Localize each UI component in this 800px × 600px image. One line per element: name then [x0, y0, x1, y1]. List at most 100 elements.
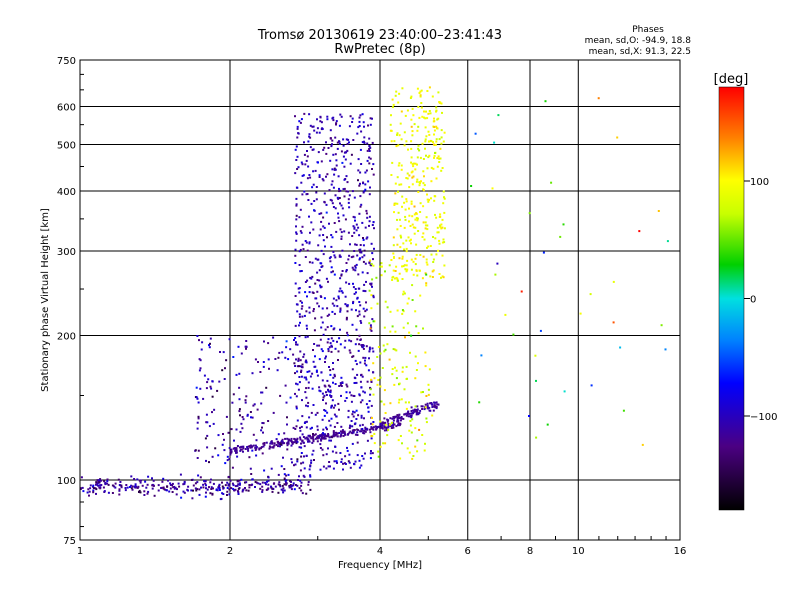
data-point — [359, 320, 362, 322]
data-point — [296, 383, 299, 386]
data-point — [351, 355, 354, 358]
data-point — [255, 481, 258, 484]
data-point — [417, 147, 420, 150]
data-point — [260, 402, 263, 405]
data-point — [351, 266, 354, 269]
data-point — [391, 325, 394, 328]
data-point — [392, 416, 395, 418]
data-point — [298, 376, 301, 378]
data-point — [361, 375, 364, 378]
data-point — [120, 486, 123, 489]
data-point — [342, 138, 345, 141]
data-point — [331, 202, 334, 205]
colorbar-label: [deg] — [714, 72, 749, 87]
data-point — [331, 450, 334, 453]
data-point — [373, 377, 376, 380]
data-point — [358, 334, 361, 337]
data-point — [175, 493, 178, 496]
data-point — [328, 436, 331, 439]
data-point — [411, 183, 414, 186]
data-point — [347, 201, 350, 204]
data-point — [433, 120, 436, 123]
data-point — [278, 351, 281, 354]
data-point — [316, 440, 319, 443]
data-point — [428, 133, 431, 136]
data-point — [401, 195, 404, 198]
data-point — [294, 262, 297, 264]
data-point — [410, 242, 412, 245]
data-point — [224, 462, 227, 465]
data-point — [414, 310, 417, 313]
data-point — [318, 279, 321, 282]
data-point — [423, 110, 425, 113]
data-point — [432, 143, 435, 146]
data-point — [434, 406, 437, 409]
data-point — [369, 123, 372, 126]
data-point — [239, 449, 242, 452]
data-point — [229, 479, 232, 482]
data-point — [237, 487, 240, 490]
data-point — [432, 261, 435, 263]
data-point — [265, 488, 268, 491]
data-point — [318, 234, 321, 237]
data-point — [345, 269, 348, 271]
data-point — [339, 308, 342, 311]
data-point — [414, 263, 417, 266]
data-point — [344, 295, 347, 298]
data-point — [397, 190, 399, 193]
data-point — [403, 201, 406, 204]
data-point — [207, 378, 210, 381]
data-point — [228, 458, 231, 460]
data-point — [425, 110, 427, 113]
data-point — [339, 277, 342, 280]
data-point — [335, 123, 337, 126]
data-point — [392, 244, 395, 247]
data-point — [339, 430, 342, 433]
data-point — [417, 362, 419, 365]
data-point — [235, 451, 237, 454]
data-point — [372, 426, 375, 429]
data-point — [337, 197, 340, 200]
data-point — [303, 141, 305, 144]
data-point — [212, 487, 214, 490]
data-point — [295, 442, 298, 445]
data-point — [424, 272, 427, 275]
data-point — [296, 127, 299, 130]
data-point — [405, 407, 408, 410]
data-point — [146, 483, 149, 486]
data-point — [330, 405, 333, 408]
data-point — [289, 480, 292, 483]
data-point — [323, 146, 326, 149]
data-point — [394, 192, 397, 195]
data-point — [131, 485, 134, 488]
data-point — [196, 421, 199, 424]
data-point — [337, 432, 339, 435]
data-point — [416, 163, 418, 166]
data-point — [348, 254, 351, 257]
data-point — [319, 447, 322, 449]
data-point — [424, 224, 427, 227]
data-point — [285, 340, 288, 343]
data-point — [414, 168, 417, 171]
data-point — [368, 150, 371, 152]
data-point — [359, 361, 362, 364]
data-point — [330, 234, 333, 236]
data-point — [263, 443, 266, 446]
data-point — [169, 482, 172, 485]
data-point — [382, 344, 385, 347]
data-point — [401, 370, 404, 373]
data-point — [360, 321, 363, 324]
data-point — [362, 191, 365, 194]
data-point — [204, 480, 207, 483]
data-point — [237, 480, 240, 483]
data-point — [200, 348, 203, 351]
data-point — [362, 289, 365, 292]
data-point — [133, 485, 136, 488]
data-point — [401, 278, 404, 280]
data-point — [396, 133, 398, 136]
data-point — [409, 424, 412, 427]
data-point — [211, 395, 214, 398]
data-point — [138, 491, 140, 493]
data-point — [316, 374, 319, 377]
data-point — [321, 434, 324, 437]
